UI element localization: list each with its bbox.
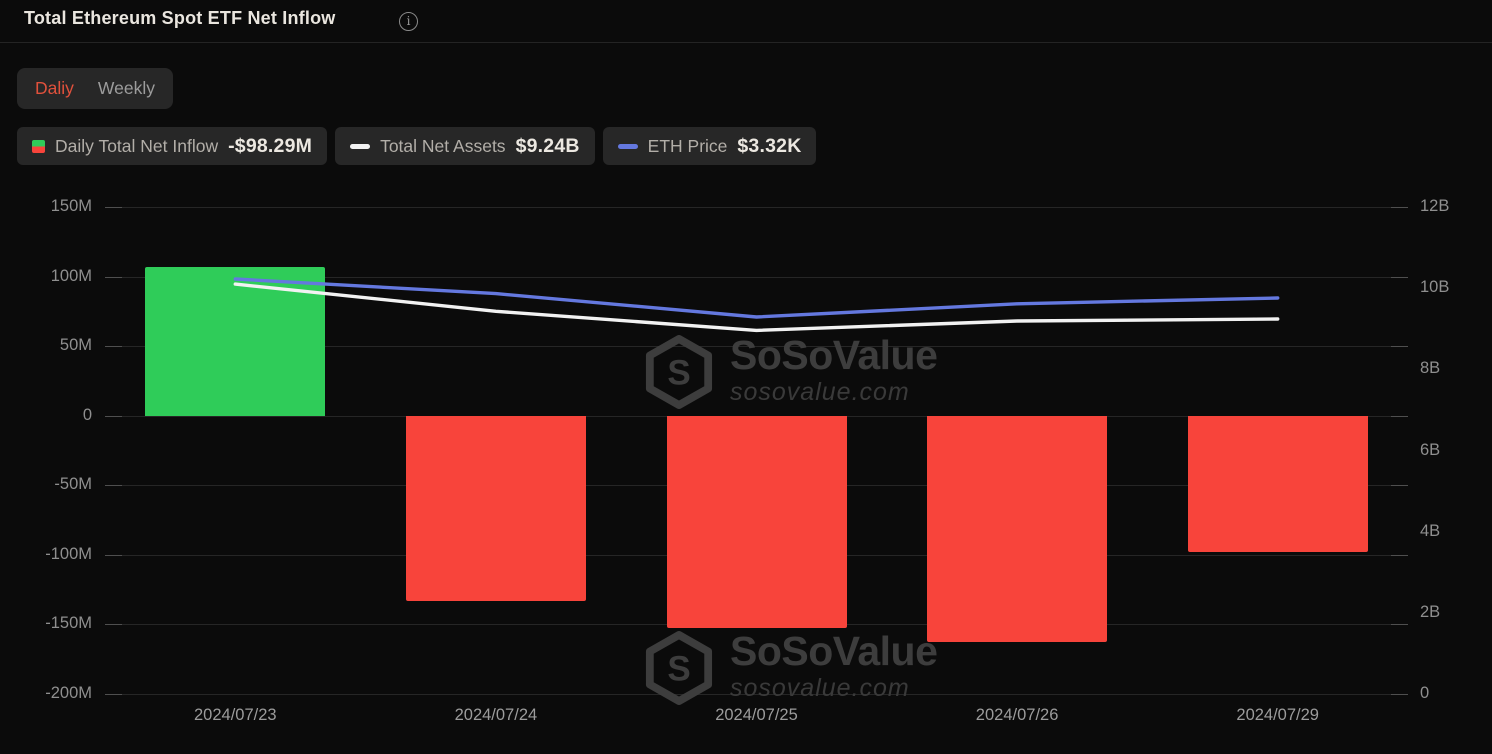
inflow-bar-negative[interactable] (405, 415, 586, 602)
info-icon[interactable]: i (399, 12, 418, 31)
x-axis-label: 2024/07/24 (454, 706, 538, 724)
gridline (105, 694, 1408, 695)
watermark-brand: SoSoValue (730, 628, 938, 674)
inflow-bar-negative[interactable] (1187, 415, 1368, 553)
y-axis-label-right: 8B (1420, 359, 1441, 377)
sosovalue-logo-icon: S (645, 335, 713, 409)
y-axis-label-right: 2B (1420, 603, 1441, 621)
legend-value: $9.24B (515, 134, 580, 157)
net-assets-line (233, 282, 1280, 333)
watermark-url: sosovalue.com (730, 378, 910, 407)
tab-daily[interactable]: Daliy (35, 78, 74, 98)
y-axis-label-left: 50M (59, 336, 92, 354)
legend-chip-eth-price[interactable]: ETH Price $3.32K (602, 127, 817, 165)
blue-dash-icon (617, 143, 638, 149)
right-axis-tick (1391, 207, 1408, 208)
legend-value: $3.32K (737, 134, 802, 157)
eth-price-line (233, 277, 1280, 319)
left-axis-tick (105, 416, 122, 417)
svg-text:S: S (667, 650, 690, 689)
legend-label: Daily Total Net Inflow (55, 135, 219, 156)
y-axis-label-right: 6B (1420, 441, 1441, 459)
tab-weekly[interactable]: Weekly (97, 78, 155, 98)
x-axis-label: 2024/07/26 (975, 706, 1059, 724)
inflow-bar-negative[interactable] (666, 415, 847, 628)
right-axis-tick (1391, 485, 1408, 486)
svg-text:S: S (667, 354, 690, 393)
y-axis-label-left: -150M (45, 614, 92, 632)
y-axis-label-right: 10B (1420, 278, 1450, 296)
watermark-brand: SoSoValue (730, 332, 938, 378)
y-axis-label-left: -50M (54, 475, 92, 493)
sosovalue-logo-icon: S (645, 631, 713, 705)
right-axis-tick (1391, 694, 1408, 695)
gridline (105, 207, 1408, 208)
header-divider (0, 42, 1492, 43)
watermark-url: sosovalue.com (730, 674, 910, 703)
y-axis-label-right: 4B (1420, 522, 1441, 540)
y-axis-label-right: 12B (1420, 197, 1450, 215)
left-axis-tick (105, 277, 122, 278)
left-axis-tick (105, 485, 122, 486)
left-axis-tick (105, 624, 122, 625)
legend-label: ETH Price (647, 135, 728, 156)
y-axis-label-left: 100M (50, 267, 92, 285)
inflow-bar-negative[interactable] (927, 415, 1108, 642)
legend-label: Total Net Assets (380, 135, 506, 156)
y-axis-label-right: 0 (1420, 684, 1430, 702)
right-axis-tick (1391, 416, 1408, 417)
y-axis-label-left: 150M (50, 197, 92, 215)
right-axis-tick (1391, 555, 1408, 556)
legend-value: -$98.29M (228, 134, 313, 157)
y-axis-label-left: -200M (45, 684, 92, 702)
inflow-split-square-icon (32, 139, 45, 153)
inflow-bar-positive[interactable] (145, 266, 326, 416)
watermark: S SoSoValue sosovalue.com (644, 628, 938, 706)
legend-chip-net-assets[interactable]: Total Net Assets $9.24B (335, 127, 595, 165)
left-axis-tick (105, 207, 122, 208)
x-axis-label: 2024/07/29 (1236, 706, 1319, 724)
right-axis-tick (1391, 277, 1408, 278)
period-toggle: Daliy Weekly (17, 68, 173, 109)
gridline (105, 346, 1408, 347)
watermark: S SoSoValue sosovalue.com (644, 332, 938, 410)
page-title: Total Ethereum Spot ETF Net Inflow (24, 8, 336, 28)
y-axis-label-left: -100M (45, 545, 92, 563)
white-dash-icon (350, 143, 371, 149)
x-axis-label: 2024/07/23 (194, 706, 277, 724)
legend-chip-net-inflow[interactable]: Daily Total Net Inflow -$98.29M (17, 127, 328, 165)
x-axis-label: 2024/07/25 (715, 706, 798, 724)
left-axis-tick (105, 694, 122, 695)
legend: Daily Total Net Inflow -$98.29M Total Ne… (17, 127, 817, 165)
left-axis-tick (105, 346, 122, 347)
y-axis-label-left: 0 (82, 406, 92, 424)
left-axis-tick (105, 555, 122, 556)
right-axis-tick (1391, 624, 1408, 625)
right-axis-tick (1391, 346, 1408, 347)
